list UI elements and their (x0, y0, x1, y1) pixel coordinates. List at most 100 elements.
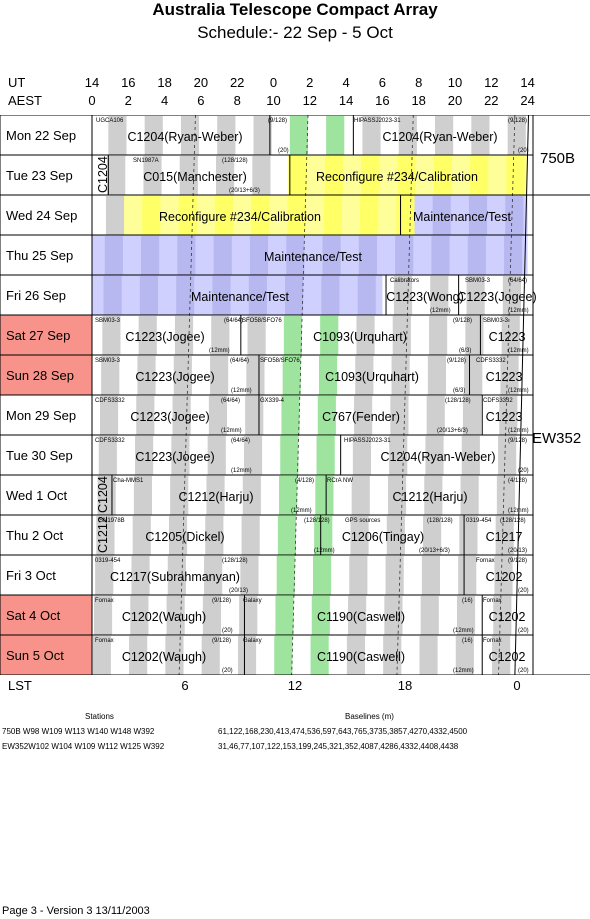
lst-stripe (350, 516, 369, 555)
program-detail: SBM03-3 (95, 318, 121, 324)
program-detail: Fornax (476, 558, 495, 564)
lst-stripe (500, 356, 519, 395)
program-label: C1217 (486, 530, 523, 544)
lst-stripe (470, 156, 489, 195)
program-detail: (128/128) (500, 518, 526, 524)
lst-stripe (468, 196, 488, 235)
program-detail: (20) (222, 628, 233, 634)
program-detail: (12mm) (231, 468, 252, 474)
program-label: C1223(Jogee) (135, 370, 214, 384)
program-detail: (20) (518, 588, 529, 594)
lst-stripe (205, 516, 224, 555)
lst-stripe (96, 516, 115, 555)
ut-tick: 10 (447, 75, 463, 90)
program-detail: (64/64) (221, 398, 240, 404)
program-label: Maintenance/Test (413, 210, 512, 224)
lst-stripe (212, 276, 231, 315)
lst-stripe (471, 116, 490, 155)
lst-stripe (429, 316, 448, 355)
lst-stripe (494, 556, 513, 595)
lst-stripe (322, 236, 341, 275)
program-detail: Galaxy (243, 638, 262, 644)
lst-stripe (241, 516, 260, 555)
program-detail: (20/13) (229, 588, 248, 594)
lst-stripe (423, 516, 442, 555)
lst-zero-line (514, 115, 530, 675)
program-label: C1212(Harju) (392, 490, 467, 504)
lst-stripe (493, 596, 512, 635)
program-detail: (20) (518, 148, 529, 154)
program-label: Maintenance/Test (264, 250, 363, 264)
lst-stripe (310, 636, 329, 675)
program-label: C1093(Urquhart) (325, 370, 419, 384)
lst-stripe (421, 556, 441, 595)
lst-stripe (248, 276, 267, 315)
lst-tick: 18 (397, 678, 413, 693)
day-label: Wed 1 Oct (6, 488, 68, 503)
config-750b-stations: 750B W98 W109 W113 W140 W148 W392 (2, 727, 155, 736)
program-label: C1223(Jogee) (135, 450, 214, 464)
weekend-cell (0, 635, 92, 675)
program-label: C1223 (486, 370, 523, 384)
program-label: C1223 (489, 330, 526, 344)
aest-tick: 22 (484, 93, 499, 108)
page-title: Australia Telescope Compact Array (152, 0, 438, 19)
lst-stripe (289, 116, 308, 155)
program-label: C1202(Waugh) (122, 650, 206, 664)
program-label: C1202 (486, 570, 523, 584)
program-detail: (4/128) (295, 478, 314, 484)
program-detail: (12mm) (508, 508, 529, 514)
lst-stripe (217, 116, 236, 155)
lst-stripe (168, 516, 188, 555)
weekend-cell (0, 355, 92, 395)
ut-tick: 20 (193, 75, 209, 90)
lst-stripe (142, 196, 161, 235)
lst-stripe (499, 396, 518, 435)
ut-label: UT (8, 75, 26, 90)
lst-stripe (249, 236, 269, 275)
lst-stripe (206, 476, 225, 515)
program-label: C1205(Dickel) (145, 530, 224, 544)
program-label: C1206(Tingay) (342, 530, 424, 544)
lst-stripe (201, 636, 220, 675)
lst-stripe (420, 596, 439, 635)
program-detail: SN1987A (133, 158, 159, 164)
lst-stripe (397, 156, 416, 195)
maintenance-band (92, 235, 528, 275)
lst-stripe (240, 556, 259, 595)
lst-stripe (105, 196, 125, 235)
lst-stripe (311, 596, 330, 635)
program-label: C1204(Ryan-Weber) (380, 450, 495, 464)
program-detail: (20) (518, 668, 529, 674)
program-detail: (128/128) (304, 518, 330, 524)
program-detail: (12mm) (221, 428, 242, 434)
lst-stripe (498, 436, 517, 475)
lst-stripe (104, 236, 123, 275)
lst-stripe (207, 436, 226, 475)
lst-stripe (103, 276, 122, 315)
program-label: C015(Manchester) (143, 170, 247, 184)
lst-stripe (461, 436, 480, 475)
lst-stripe (460, 476, 479, 515)
program-detail: SBM03-3 (483, 318, 509, 324)
lst-stripe (251, 196, 270, 235)
lst-stripe (324, 156, 344, 195)
program-detail: Calibrators (390, 278, 419, 284)
day-label: Mon 22 Sep (6, 128, 76, 143)
lst-stripe (496, 476, 516, 515)
weekend-cell (0, 595, 92, 635)
ut-tick: 16 (121, 75, 136, 90)
program-label: C767(Fender) (322, 410, 400, 424)
ut-tick: 8 (415, 75, 423, 90)
program-label: Reconfigure #234/Calibration (316, 170, 478, 184)
schedule-grid: Mon 22 Sep Tue 23 Sep Wed 24 Sep Thu 25 Sep… (0, 115, 590, 675)
lst-stripe (213, 236, 232, 275)
lst-stripe (505, 196, 524, 235)
lst-stripe (323, 196, 342, 235)
program-detail: 0319-454 (95, 558, 121, 564)
aest-tick: 2 (124, 93, 132, 108)
program-label: Maintenance/Test (191, 290, 290, 304)
lst-tick: 0 (513, 678, 521, 693)
program-detail: Fornax (95, 638, 114, 644)
lst-stripe (130, 596, 149, 635)
